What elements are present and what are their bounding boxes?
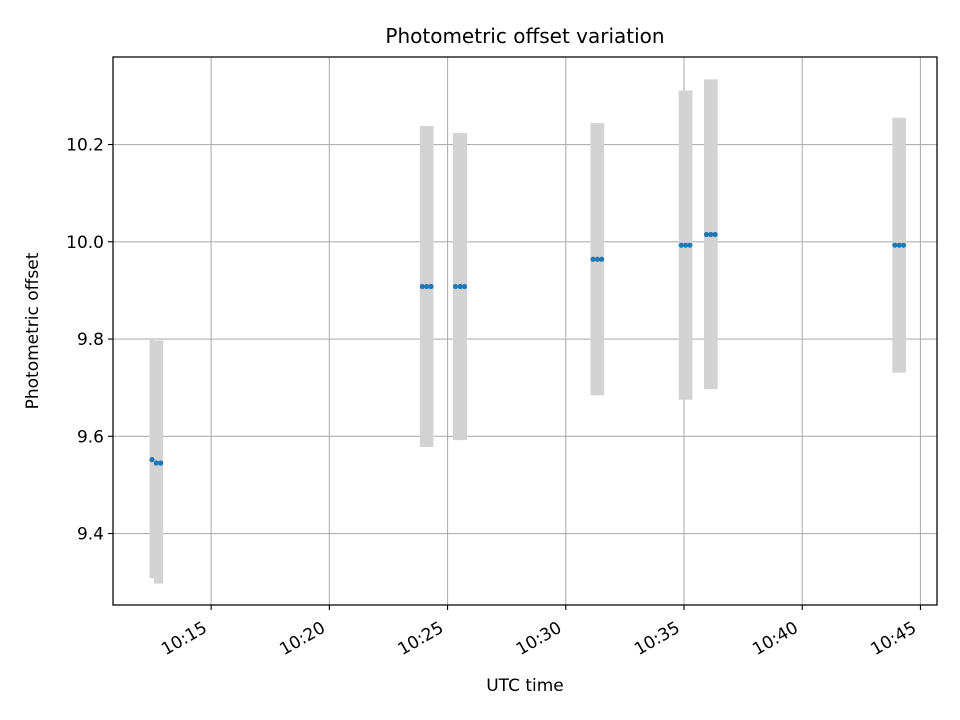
data-point bbox=[457, 283, 463, 290]
y-tick-label: 9.6 bbox=[77, 427, 104, 447]
y-axis-label: Photometric offset bbox=[23, 252, 43, 409]
data-point bbox=[594, 256, 600, 262]
data-point bbox=[687, 242, 693, 248]
data-point bbox=[712, 231, 718, 238]
data-point bbox=[896, 242, 902, 248]
data-point-group bbox=[149, 231, 907, 466]
y-tick-label: 10.0 bbox=[66, 233, 104, 253]
data-point bbox=[149, 457, 155, 463]
data-point bbox=[900, 242, 907, 248]
y-tick-label: 10.2 bbox=[66, 136, 104, 156]
data-point bbox=[419, 283, 425, 290]
plot-frame bbox=[112, 56, 938, 606]
chart-title: Photometric offset variation bbox=[385, 24, 664, 48]
data-point bbox=[158, 460, 164, 466]
data-point bbox=[703, 231, 710, 238]
data-point bbox=[892, 242, 898, 248]
data-point bbox=[153, 460, 159, 466]
y-axis-ticks: 9.4 9.6 9.8 10.0 10.2 bbox=[66, 136, 113, 545]
y-tick-label: 9.4 bbox=[77, 525, 104, 545]
data-point bbox=[708, 231, 714, 238]
data-point bbox=[428, 283, 434, 290]
data-point bbox=[682, 242, 689, 248]
data-point bbox=[452, 283, 459, 290]
data-point bbox=[461, 283, 468, 290]
data-point bbox=[678, 242, 684, 248]
data-point bbox=[424, 283, 430, 290]
data-point bbox=[599, 256, 605, 262]
x-axis-label: UTC time bbox=[486, 676, 564, 696]
data-point bbox=[590, 256, 596, 262]
y-tick-label: 9.8 bbox=[77, 330, 104, 350]
